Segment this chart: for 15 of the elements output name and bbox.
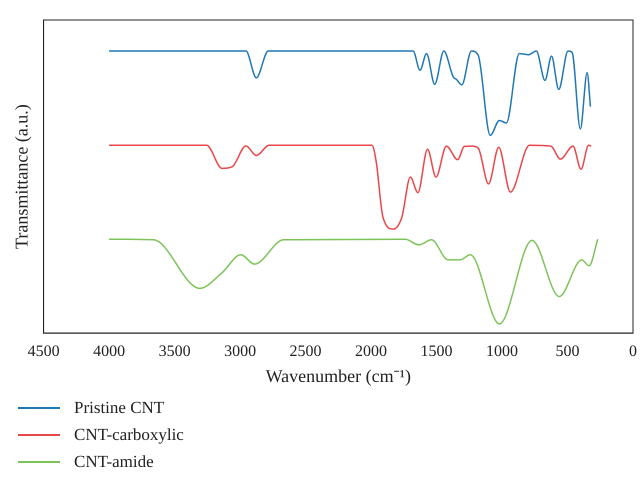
- x-tick-label: 500: [556, 343, 580, 360]
- x-tick-label: 3500: [158, 343, 191, 360]
- x-axis-title: Wavenumber (cm⁻¹): [266, 366, 411, 386]
- legend-label: CNT-amide: [74, 452, 154, 472]
- y-axis-title: Transmittance (a.u.): [12, 104, 32, 250]
- x-tick-label: 2000: [355, 343, 388, 360]
- x-tick-label: 4000: [93, 343, 126, 360]
- x-tick-label: 3000: [224, 343, 256, 360]
- x-tick-label: 1500: [420, 343, 453, 360]
- legend-label: Pristine CNT: [74, 398, 164, 418]
- x-tick-label: 4500: [28, 343, 60, 360]
- x-tick-label: 1000: [486, 343, 518, 360]
- x-tick-label: 2500: [290, 343, 322, 360]
- x-tick-label: 0: [629, 343, 637, 360]
- legend-label: CNT-carboxylic: [74, 424, 184, 444]
